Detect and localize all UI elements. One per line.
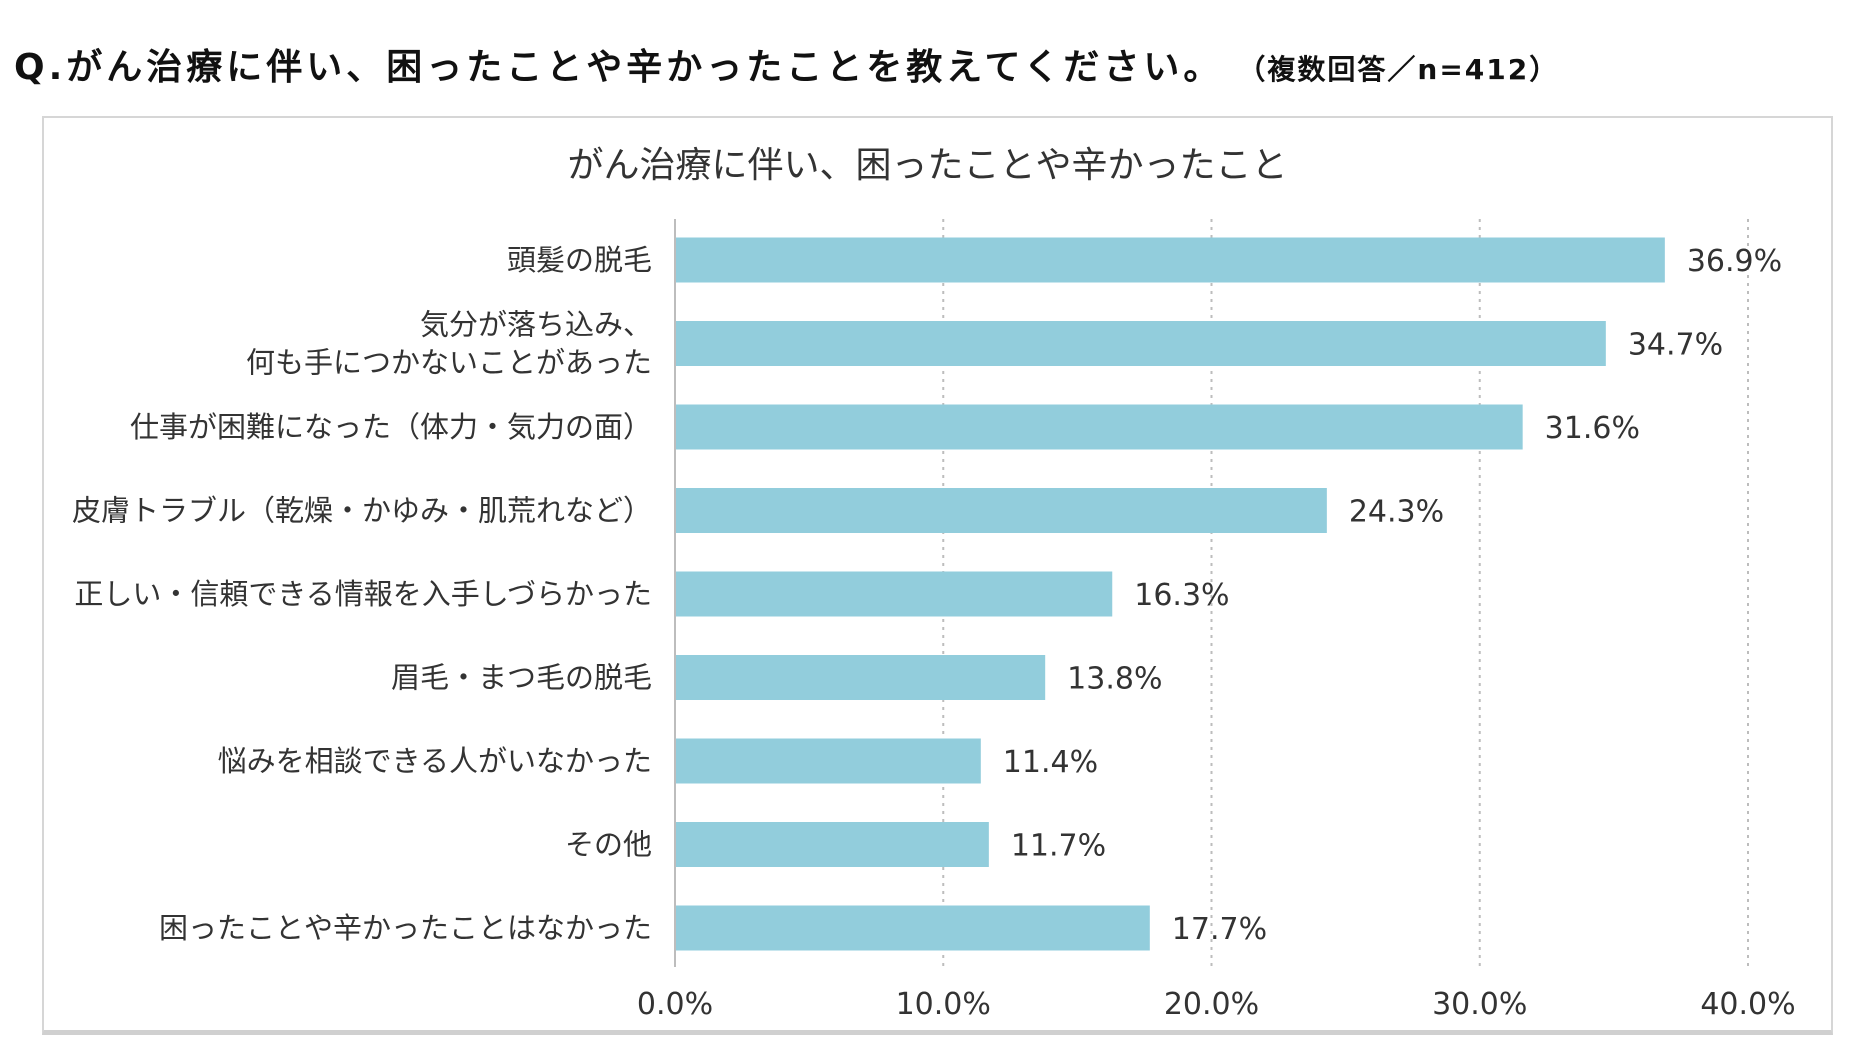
category-label: 何も手につかないことがあった <box>246 346 652 380</box>
question-note: （複数回答／n=412） <box>1251 53 1560 86</box>
value-label: 24.3% <box>1349 495 1444 530</box>
value-label: 16.3% <box>1134 578 1229 613</box>
value-label: 11.4% <box>1003 745 1098 780</box>
value-label: 34.7% <box>1628 328 1723 363</box>
question-title: Q.がん治療に伴い、困ったことや辛かったことを教えてください。 （複数回答／n=4… <box>14 38 1559 90</box>
bar <box>675 822 989 867</box>
category-label: 悩みを相談できる人がいなかった <box>218 744 652 778</box>
x-tick-label: 30.0% <box>1432 987 1527 1022</box>
category-label: 頭髪の脱毛 <box>507 243 652 277</box>
x-tick-label: 40.0% <box>1700 987 1795 1022</box>
question-text: Q.がん治療に伴い、困ったことや辛かったことを教えてください。 <box>14 47 1224 88</box>
value-label: 31.6% <box>1545 411 1640 446</box>
bar <box>675 905 1150 951</box>
category-label: 困ったことや辛かったことはなかった <box>159 911 652 945</box>
category-label: 眉毛・まつ毛の脱毛 <box>391 661 652 695</box>
x-tick-label: 20.0% <box>1164 987 1259 1022</box>
bar <box>675 237 1665 283</box>
value-label: 36.9% <box>1687 244 1782 279</box>
bar <box>675 655 1046 700</box>
bar <box>675 488 1327 533</box>
category-label: 皮膚トラブル（乾燥・かゆみ・肌荒れなど） <box>72 494 652 528</box>
bar <box>675 404 1523 450</box>
bar <box>675 571 1113 617</box>
chart-title: がん治療に伴い、困ったことや辛かったこと <box>567 145 1288 186</box>
category-label: 正しい・信頼できる情報を入手しづらかった <box>74 577 652 611</box>
value-label: 17.7% <box>1172 912 1267 947</box>
bar <box>675 321 1606 366</box>
value-label: 13.8% <box>1067 662 1162 697</box>
x-tick-label: 0.0% <box>637 987 713 1022</box>
value-label: 11.7% <box>1011 829 1106 864</box>
category-label: その他 <box>565 828 652 862</box>
category-label: 気分が落ち込み、 <box>420 308 652 342</box>
x-tick-label: 10.0% <box>896 987 991 1022</box>
category-label: 仕事が困難になった（体力・気力の面） <box>130 410 652 444</box>
bar <box>675 738 981 784</box>
